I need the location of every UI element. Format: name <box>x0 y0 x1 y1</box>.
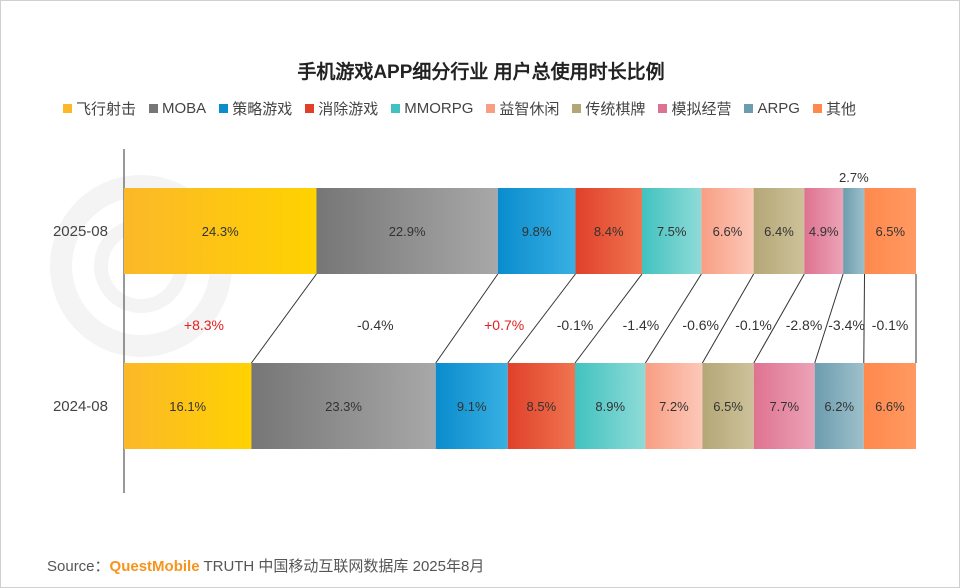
source-label: Source： <box>47 558 110 575</box>
legend-item: ARPG <box>744 98 800 119</box>
change-label: +8.3% <box>184 317 224 333</box>
connector-line <box>574 273 643 364</box>
data-label: 7.2% <box>659 399 689 414</box>
legend-label: 其他 <box>825 101 856 118</box>
category-label: 2024-08 <box>53 398 108 415</box>
legend-swatch <box>486 104 496 113</box>
data-label: 2.7% <box>839 170 869 185</box>
data-label: 6.2% <box>824 399 854 414</box>
change-label: +0.7% <box>484 317 524 333</box>
legend-swatch <box>391 104 401 113</box>
data-label: 6.6% <box>713 224 743 239</box>
legend-label: 模拟经营 <box>671 101 732 118</box>
legend-label: 传统棋牌 <box>585 101 646 118</box>
legend: 飞行射击 MOBA 策略游戏 消除游戏 MMORPG 益智休闲 传统棋牌 模拟经营 ARPG 其他 <box>63 98 856 119</box>
data-label: 6.6% <box>875 399 905 414</box>
source-note: Source：QuestMobile TRUTH 中国移动互联网数据库 2025… <box>47 555 484 576</box>
bar-segment <box>843 188 865 274</box>
legend-item: 消除游戏 <box>305 98 378 119</box>
legend-swatch <box>572 104 582 113</box>
source-text: TRUTH 中国移动互联网数据库 2025年8月 <box>199 558 485 575</box>
change-label: -1.4% <box>623 317 660 333</box>
connector-line <box>507 273 576 364</box>
change-label: -2.8% <box>786 317 823 333</box>
data-label: 7.5% <box>657 224 687 239</box>
data-label: 8.5% <box>527 399 557 414</box>
data-label: 7.7% <box>769 399 799 414</box>
bar-segment <box>575 188 642 274</box>
bar-segment <box>804 188 844 274</box>
bar-segment <box>702 363 754 449</box>
bar-segment <box>124 188 317 274</box>
legend-label: ARPG <box>757 100 800 117</box>
connector-line <box>753 273 805 364</box>
connector-line <box>863 273 866 364</box>
data-label: 6.4% <box>764 224 794 239</box>
legend-swatch <box>658 104 668 113</box>
legend-item: 益智休闲 <box>486 98 559 119</box>
legend-swatch <box>812 104 822 113</box>
bar-segment <box>753 188 805 274</box>
change-label: -3.4% <box>828 317 865 333</box>
bar-segment <box>251 363 436 449</box>
data-label: 8.4% <box>594 224 624 239</box>
bar-segment <box>641 188 702 274</box>
connector-line <box>814 273 844 364</box>
source-brand: QuestMobile <box>109 558 200 575</box>
legend-swatch <box>305 104 315 113</box>
legend-label: MMORPG <box>404 100 474 117</box>
legend-item: 模拟经营 <box>658 98 731 119</box>
data-label: 23.3% <box>325 399 362 414</box>
legend-swatch <box>219 104 229 113</box>
bar-segment <box>124 363 252 449</box>
bar-segment <box>497 188 576 274</box>
change-label: -0.4% <box>357 317 394 333</box>
legend-item: 飞行射击 <box>63 98 136 119</box>
data-label: 9.1% <box>457 399 487 414</box>
legend-label: 飞行射击 <box>76 101 137 118</box>
legend-label: 策略游戏 <box>232 101 293 118</box>
bar-segment <box>316 188 498 274</box>
legend-label: 益智休闲 <box>499 101 560 118</box>
bar-segment <box>645 363 703 449</box>
chart-title: 手机游戏APP细分行业 用户总使用时长比例 <box>297 62 665 83</box>
bar-segment <box>701 188 754 274</box>
data-label: 6.5% <box>875 224 905 239</box>
legend-item: 其他 <box>812 98 856 119</box>
data-label: 16.1% <box>169 399 206 414</box>
bar-segment <box>863 363 916 449</box>
data-label: 24.3% <box>202 224 239 239</box>
legend-swatch <box>63 104 72 113</box>
bar-segment <box>574 363 646 449</box>
legend-item: 传统棋牌 <box>572 98 645 119</box>
data-label: 4.9% <box>809 224 839 239</box>
legend-label: 消除游戏 <box>318 101 379 118</box>
legend-item: MOBA <box>149 98 206 119</box>
change-label: -0.6% <box>682 317 719 333</box>
change-label: -0.1% <box>735 317 772 333</box>
bar-segment <box>507 363 575 449</box>
bar-segment <box>864 188 916 274</box>
connector-line <box>644 273 702 364</box>
data-label: 8.9% <box>595 399 625 414</box>
bar-segment <box>753 363 815 449</box>
connector-line <box>250 273 317 364</box>
data-label: 6.5% <box>713 399 743 414</box>
legend-swatch <box>744 104 754 113</box>
connector-line <box>701 273 755 364</box>
bar-segment <box>435 363 508 449</box>
category-label: 2025-08 <box>53 223 108 240</box>
legend-item: 策略游戏 <box>219 98 292 119</box>
bar-segment <box>814 363 864 449</box>
change-label: -0.1% <box>872 317 909 333</box>
legend-item: MMORPG <box>391 98 473 119</box>
change-label: -0.1% <box>557 317 594 333</box>
connector-line <box>435 273 499 364</box>
legend-swatch <box>149 104 159 113</box>
legend-label: MOBA <box>162 100 207 117</box>
data-label: 22.9% <box>389 224 426 239</box>
data-label: 9.8% <box>522 224 552 239</box>
